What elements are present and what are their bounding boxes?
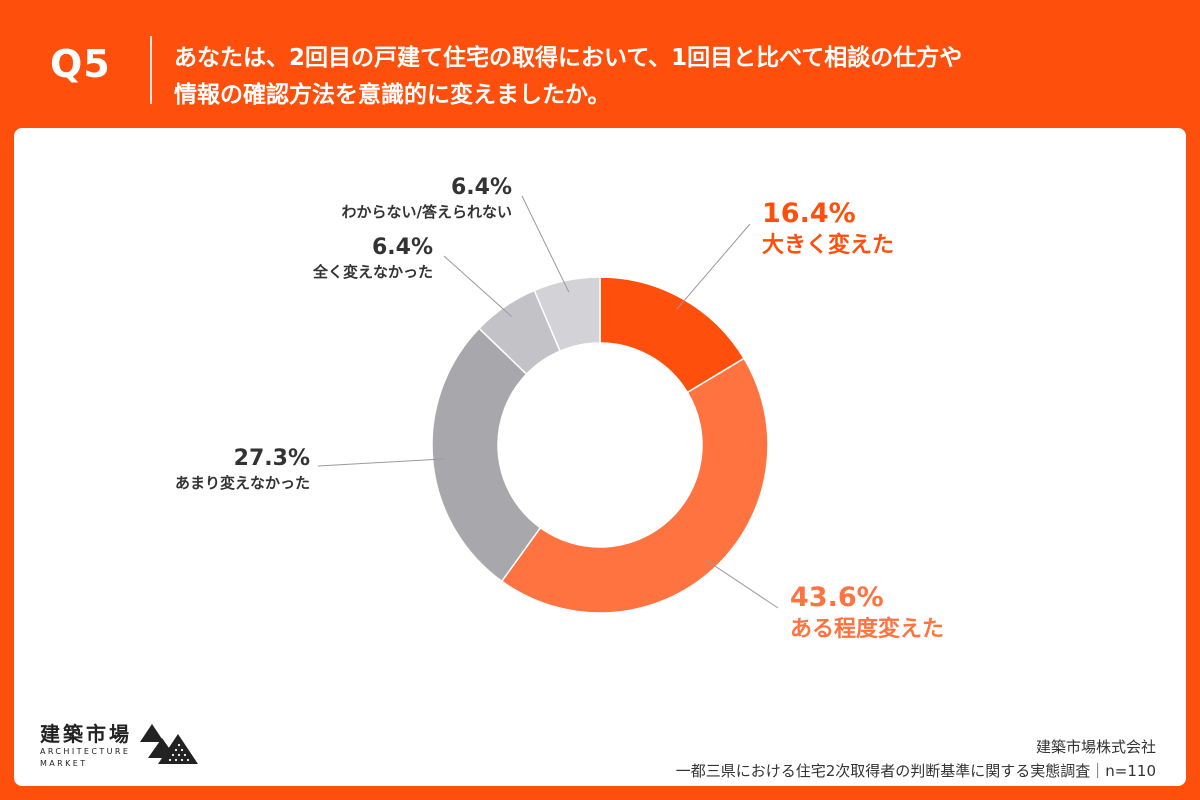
question-number: Q5	[50, 42, 111, 86]
header-divider	[150, 36, 152, 104]
header: Q5 あなたは、2回目の戸建て住宅の取得において、1回目と比べて相談の仕方や 情…	[0, 0, 1200, 128]
question-line-1: あなたは、2回目の戸建て住宅の取得において、1回目と比べて相談の仕方や	[174, 45, 963, 71]
footer-survey: 一都三県における住宅2次取得者の判断基準に関する実態調査｜n=110	[675, 762, 1156, 780]
logo-name-en-2: MARKET	[40, 759, 88, 768]
donut-slice-3	[431, 327, 542, 583]
slice-category-label-3: あまり変えなかった	[175, 474, 310, 492]
chart-panel	[14, 128, 1186, 786]
leader-line-2	[705, 559, 779, 609]
logo-mark-icon	[140, 724, 198, 764]
slice-category-label-5: わからない/答えられない	[342, 203, 512, 221]
footer-company: 建築市場株式会社	[1035, 738, 1156, 756]
logo-name-en-1: ARCHITECTURE	[40, 747, 131, 756]
slice-value-label-2: 43.6%	[790, 582, 884, 613]
leader-line-1	[676, 223, 751, 310]
slice-value-label-4: 6.4%	[372, 235, 433, 260]
leader-line-5	[521, 195, 570, 293]
slice-value-label-1: 16.4%	[762, 198, 856, 229]
logo-name-jp: 建築市場	[40, 722, 132, 746]
slice-category-label-4: 全く変えなかった	[312, 263, 433, 281]
leader-line-4	[443, 255, 512, 317]
question-line-2: 情報の確認方法を意識的に変えましたか。	[174, 82, 611, 108]
company-logo: 建築市場 ARCHITECTURE MARKET	[40, 718, 200, 770]
slice-category-label-2: ある程度変えた	[790, 616, 944, 642]
slice-category-label-1: 大きく変えた	[762, 232, 894, 258]
slice-value-label-3: 27.3%	[234, 446, 310, 471]
donut-slice-2	[500, 357, 769, 614]
question-text: あなたは、2回目の戸建て住宅の取得において、1回目と比べて相談の仕方や 情報の確…	[174, 40, 1164, 114]
donut-slice-5	[533, 276, 601, 353]
slice-value-label-5: 6.4%	[451, 175, 512, 200]
leader-line-3	[317, 458, 445, 467]
